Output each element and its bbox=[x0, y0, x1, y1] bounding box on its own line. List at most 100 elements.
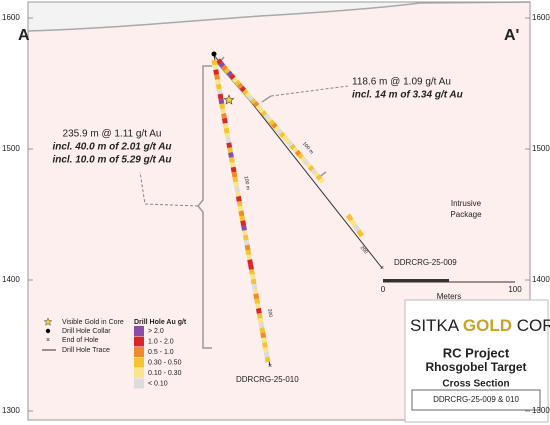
section-label: A bbox=[18, 27, 30, 44]
assay-interval bbox=[216, 88, 223, 95]
assay-interval bbox=[310, 168, 318, 175]
assay-interval bbox=[255, 303, 261, 309]
assay-interval bbox=[246, 254, 253, 261]
logo: SITKA GOLD CORP bbox=[410, 316, 550, 335]
assay-interval bbox=[231, 76, 239, 83]
assay-interval bbox=[255, 104, 262, 111]
intercept-summary: 235.9 m @ 1.11 g/t Au bbox=[63, 129, 162, 140]
assay-interval bbox=[244, 244, 251, 251]
topography bbox=[27, 1, 531, 32]
assay-interval bbox=[255, 307, 262, 314]
assay-interval bbox=[260, 332, 267, 339]
legend-label: End of Hole bbox=[62, 337, 99, 344]
assay-interval bbox=[231, 171, 238, 178]
assay-interval bbox=[286, 140, 294, 148]
assay-interval bbox=[223, 127, 230, 134]
legend-swatch bbox=[134, 347, 144, 357]
legend-label: Visible Gold in Core bbox=[62, 319, 124, 326]
legend-label: 0.30 - 0.50 bbox=[148, 359, 182, 366]
assay-interval bbox=[256, 312, 263, 319]
leader bbox=[270, 85, 349, 97]
assay-interval bbox=[244, 91, 252, 99]
assay-interval bbox=[217, 93, 224, 100]
legend-swatch bbox=[134, 368, 144, 378]
assay-interval bbox=[250, 98, 257, 105]
legend-title: Drill Hole Au g/t bbox=[134, 319, 187, 326]
assay-interval bbox=[249, 273, 256, 280]
assay-interval bbox=[228, 156, 235, 163]
assay-interval bbox=[224, 132, 231, 139]
legend-symbol bbox=[45, 328, 51, 334]
assay-interval bbox=[239, 215, 246, 222]
assay-interval bbox=[345, 213, 354, 222]
elevation-label: 1400 bbox=[2, 275, 20, 284]
assay-interval bbox=[318, 177, 325, 184]
assay-interval bbox=[305, 162, 312, 169]
title: RC Project bbox=[443, 345, 510, 360]
assay-interval bbox=[252, 101, 260, 108]
assay-interval bbox=[262, 346, 269, 353]
bracket bbox=[261, 95, 272, 103]
assay-interval bbox=[315, 174, 323, 181]
assay-interval bbox=[247, 94, 255, 102]
assay-interval bbox=[263, 113, 270, 120]
assay-interval bbox=[300, 155, 307, 163]
assay-interval bbox=[218, 98, 225, 105]
scale-bar bbox=[383, 279, 449, 282]
assay-interval bbox=[297, 152, 304, 160]
assay-interval bbox=[227, 147, 234, 153]
depth-label: 200 bbox=[359, 245, 369, 255]
assay-interval bbox=[221, 118, 228, 124]
intercept: 235.9 m @ 1.11 g/t Au incl. 40.0 m of 2.0… bbox=[52, 129, 171, 166]
legend-swatch bbox=[134, 336, 144, 347]
elevation-label: 1500 bbox=[532, 144, 550, 153]
assay-interval bbox=[221, 64, 228, 71]
title: Cross Section bbox=[442, 379, 509, 390]
hole-name: DDRCRG-25-010 bbox=[236, 375, 299, 384]
assay-interval bbox=[222, 122, 229, 129]
assay-interval bbox=[215, 79, 221, 85]
end-of-hole: × bbox=[268, 363, 272, 370]
intercept-detail: incl. 10.0 m of 5.29 g/t Au bbox=[52, 155, 171, 166]
scale-unit: Meters bbox=[437, 292, 461, 301]
assay-interval bbox=[248, 264, 254, 270]
assay-interval bbox=[276, 128, 283, 135]
assay-interval bbox=[349, 218, 358, 227]
assay-interval bbox=[307, 165, 315, 172]
end-of-hole: × bbox=[380, 265, 384, 272]
elevation-label: 1500 bbox=[2, 144, 20, 153]
assay-interval bbox=[232, 176, 239, 183]
legend-symbol: × bbox=[46, 337, 50, 344]
assay-interval bbox=[281, 134, 289, 141]
assay-interval bbox=[229, 73, 236, 80]
intercept-detail: incl. 40.0 m of 2.01 g/t Au bbox=[52, 142, 171, 153]
rock-unit: Package bbox=[450, 210, 482, 219]
assay-interval bbox=[233, 181, 240, 188]
collar bbox=[211, 51, 217, 57]
assay-interval bbox=[250, 278, 257, 285]
assay-interval bbox=[223, 67, 231, 74]
assay-interval bbox=[238, 210, 245, 217]
assay-interval bbox=[265, 116, 273, 123]
subtitle: DDRCRG-25-009 & 010 bbox=[433, 395, 519, 404]
assay-interval bbox=[241, 225, 247, 231]
elevation-label: 1600 bbox=[532, 13, 550, 22]
leader bbox=[139, 171, 199, 207]
assay-interval bbox=[248, 269, 255, 275]
assay-interval bbox=[259, 327, 266, 334]
assay-interval bbox=[261, 337, 267, 343]
hole-name: DDRCRG-25-009 bbox=[394, 258, 457, 267]
assay-interval bbox=[254, 298, 261, 304]
visible-gold bbox=[223, 94, 235, 105]
elevation-label: 1600 bbox=[2, 13, 20, 22]
depth-label: 100 m bbox=[243, 176, 251, 191]
assay-interval bbox=[260, 110, 268, 117]
assay-interval bbox=[271, 122, 278, 129]
legend-label: Drill Hole Collar bbox=[62, 328, 111, 335]
assay-interval bbox=[237, 205, 244, 212]
assay-interval bbox=[218, 61, 226, 68]
scale-tick: 100 bbox=[508, 285, 522, 294]
title-block bbox=[404, 299, 549, 423]
